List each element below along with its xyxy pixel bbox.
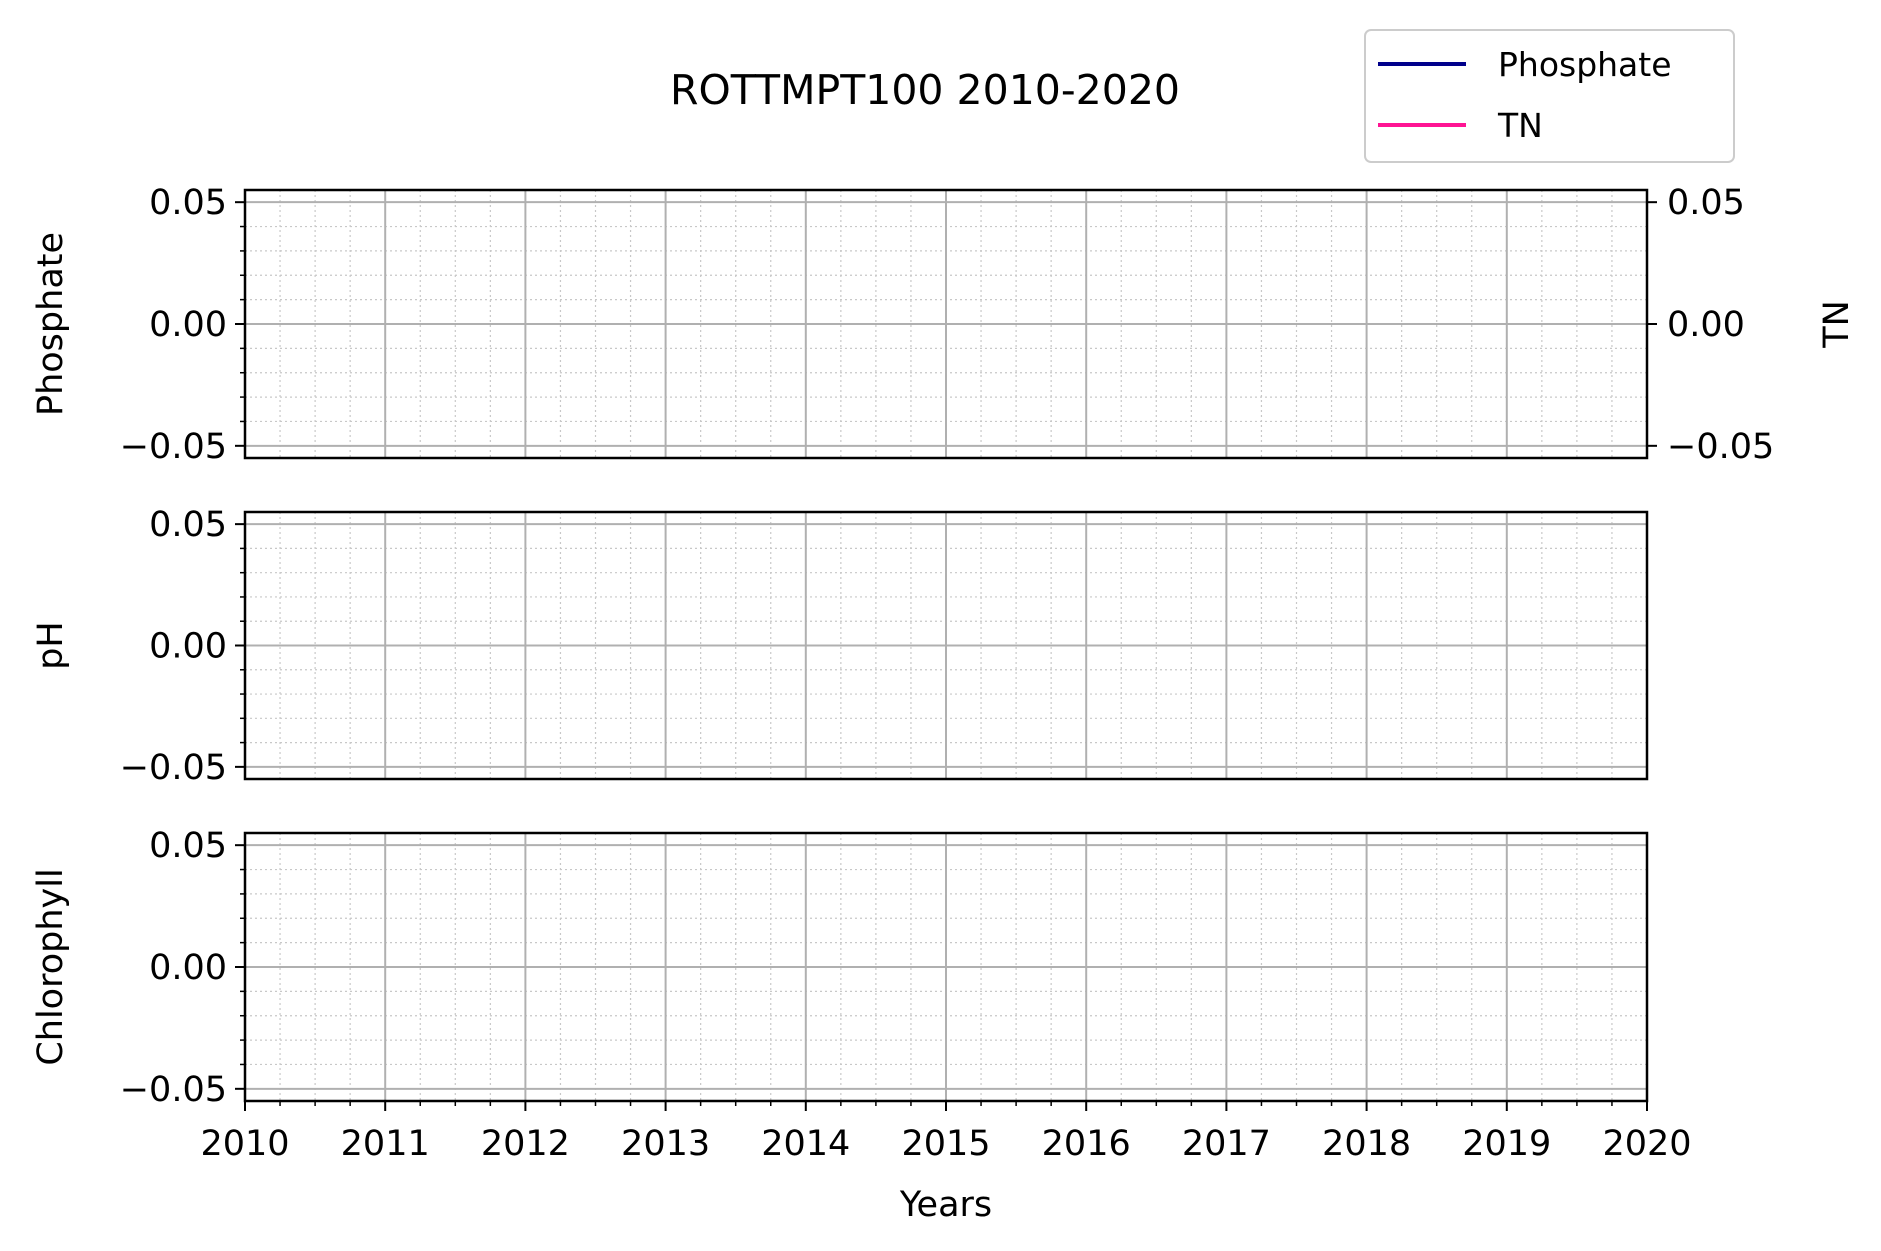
y-tick-label: 0.05 (149, 826, 227, 866)
y-tick-label: 0.00 (149, 627, 227, 667)
legend-label-phosphate: Phosphate (1498, 45, 1672, 84)
y-axis-label: pH (31, 621, 71, 670)
x-tick-label: 2011 (341, 1124, 430, 1164)
y-axis-label: Chlorophyll (31, 868, 71, 1065)
y-tick-label: −0.05 (120, 1070, 227, 1110)
y-tick-label: −0.05 (120, 427, 227, 467)
panel-2: 0.05 0.00 −0.05 pH (31, 505, 1649, 788)
y-tick-label: 0.00 (149, 948, 227, 988)
y-tick-label: 0.05 (149, 505, 227, 545)
x-tick-label: 2010 (200, 1124, 289, 1164)
x-tick-label: 2017 (1182, 1124, 1271, 1164)
y-tick-label: 0.05 (149, 183, 227, 223)
x-tick-label: 2012 (481, 1124, 570, 1164)
x-tick-label: 2015 (901, 1124, 990, 1164)
y-axis-label: Phosphate (31, 232, 71, 416)
x-tick-label: 2013 (621, 1124, 710, 1164)
x-tick-label: 2018 (1322, 1124, 1411, 1164)
x-tick-label: 2020 (1602, 1124, 1691, 1164)
y2-tick-label: 0.05 (1667, 183, 1745, 223)
panel-3: 0.05 0.00 −0.05 Chlorophyll 2010 2011 2012 2013… (31, 826, 1692, 1164)
legend-label-tn: TN (1497, 106, 1543, 145)
chart-legend: Phosphate TN (1364, 29, 1735, 163)
chart-title: ROTTMPT100 2010-2020 (670, 66, 1180, 114)
x-tick-label: 2014 (761, 1124, 850, 1164)
y2-tick-label: 0.00 (1667, 305, 1745, 345)
x-tick-label: 2016 (1042, 1124, 1131, 1164)
chart-panels: 0.050.00−0.05Phosphate0.050.00−0.05TN0.0… (31, 183, 1857, 1164)
x-tick-label: 2019 (1462, 1124, 1551, 1164)
panel-1: 0.05 0.00 −0.05 Phosphate 0.05 0.00 −0.05 TN (31, 183, 1857, 467)
y2-axis-label: TN (1817, 300, 1857, 349)
y-tick-label: 0.00 (149, 305, 227, 345)
x-axis-label: Years (899, 1185, 992, 1225)
y-tick-label: −0.05 (120, 748, 227, 788)
y2-tick-label: −0.05 (1667, 427, 1774, 467)
